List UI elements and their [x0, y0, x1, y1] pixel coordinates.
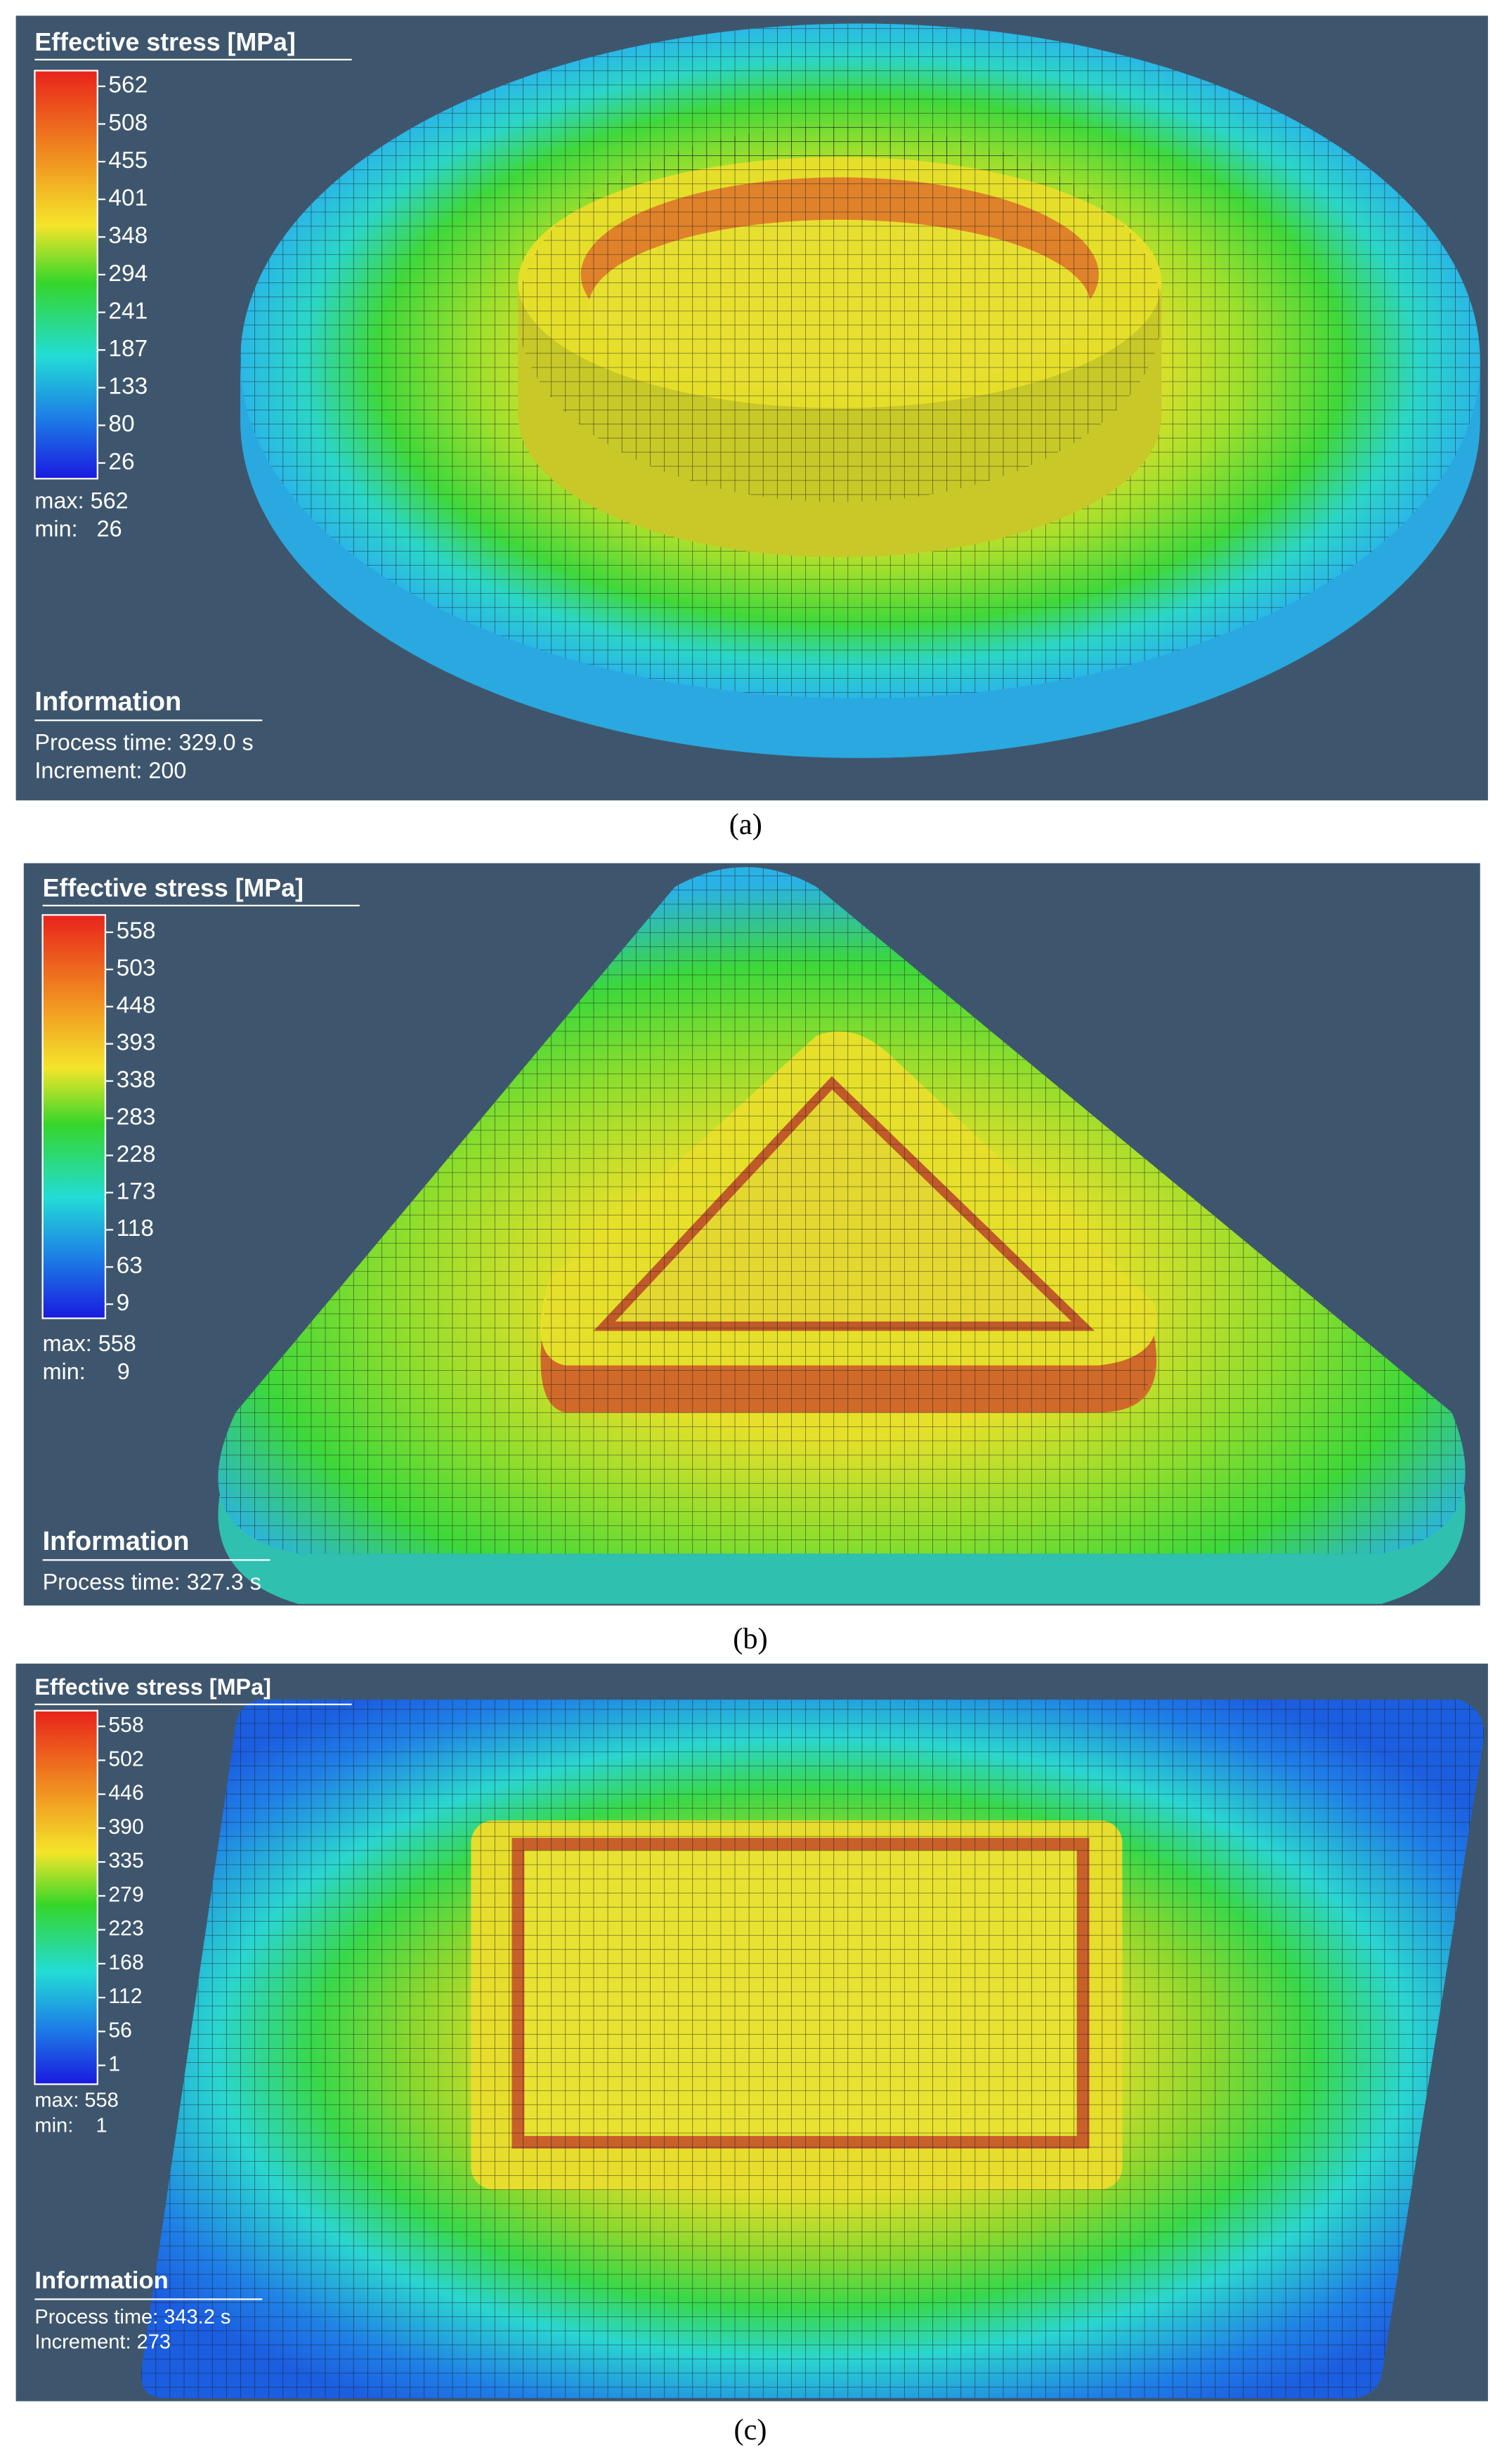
colorbar-label: 279 [108, 1883, 143, 1906]
colorbar-label: 112 [108, 1985, 142, 2008]
colorbar-label: 503 [117, 956, 156, 982]
colorbar-label: 56 [108, 2019, 132, 2042]
info-line: Process time: 329.0 s [34, 729, 253, 755]
colorbar-label: 9 [117, 1290, 130, 1316]
colorbar-label: 283 [117, 1104, 156, 1130]
mesh [518, 125, 1162, 502]
colorbar-label: 393 [117, 1030, 156, 1056]
colorbar-label: 223 [108, 1917, 143, 1941]
colorbar-label: 187 [108, 336, 148, 362]
info-line: Process time: 343.2 s [34, 2306, 230, 2328]
info-title: Information [34, 2267, 168, 2294]
colorbar-label: 390 [108, 1816, 143, 1839]
colorbar-label: 241 [108, 298, 148, 324]
legend-title: Effective stress [MPa] [34, 28, 295, 56]
legend-min: min: 9 [43, 1359, 130, 1384]
colorbar-label: 562 [108, 72, 148, 98]
colorbar-label: 338 [117, 1067, 156, 1093]
info-title: Information [34, 687, 181, 717]
colorbar [41, 914, 107, 1319]
legend-min: min: 1 [34, 2114, 107, 2137]
info-line: Increment: 200 [34, 758, 186, 783]
info-line: Process time: 327.3 s [43, 1569, 261, 1594]
colorbar-label: 1 [108, 2053, 120, 2076]
caption: (a) [729, 808, 762, 841]
colorbar-label: 502 [108, 1747, 143, 1771]
colorbar-label: 348 [108, 223, 148, 249]
colorbar-label: 228 [117, 1141, 156, 1167]
colorbar [34, 70, 98, 480]
colorbar-label: 508 [108, 110, 148, 136]
legend-title: Effective stress [MPa] [43, 874, 304, 902]
colorbar-label: 401 [108, 185, 148, 211]
legend-min: min: 26 [34, 516, 122, 542]
colorbar-label: 168 [108, 1951, 143, 1974]
legend-title: Effective stress [MPa] [34, 1674, 270, 1700]
colorbar-label: 133 [108, 374, 148, 400]
colorbar-label: 118 [117, 1215, 154, 1241]
legend-max: max: 558 [43, 1331, 136, 1356]
caption: (c) [733, 2413, 766, 2446]
colorbar-label: 446 [108, 1782, 143, 1805]
colorbar-label: 335 [108, 1849, 143, 1872]
colorbar-label: 80 [108, 411, 134, 437]
info-title: Information [43, 1527, 190, 1556]
colorbar-label: 173 [117, 1178, 156, 1204]
colorbar-label: 294 [108, 261, 148, 287]
colorbar-label: 558 [108, 1714, 143, 1737]
panel-c [15, 1663, 1488, 2401]
colorbar [34, 1709, 98, 2085]
mesh [540, 1031, 1157, 1413]
panel-a [15, 15, 1488, 801]
colorbar-label: 26 [108, 449, 134, 475]
colorbar-label: 63 [117, 1253, 143, 1279]
legend-max: max: 558 [34, 2090, 118, 2112]
panel-b [23, 863, 1480, 1606]
colorbar-label: 558 [117, 918, 156, 944]
colorbar-label: 455 [108, 148, 148, 174]
legend-max: max: 562 [34, 488, 128, 513]
info-line: Increment: 273 [34, 2331, 171, 2354]
mesh [471, 1820, 1123, 2190]
caption: (b) [733, 1622, 767, 1655]
colorbar-label: 448 [117, 993, 156, 1019]
